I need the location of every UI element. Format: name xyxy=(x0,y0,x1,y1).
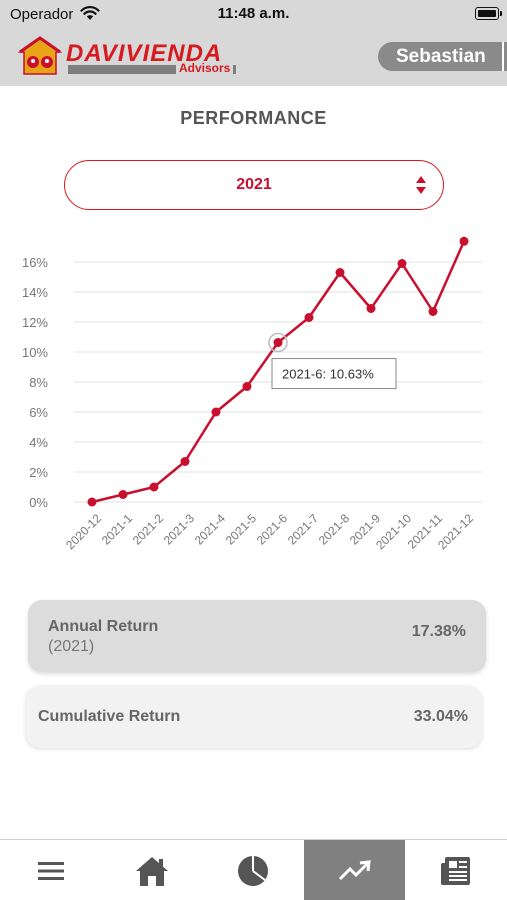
user-profile-button[interactable]: Sebastian xyxy=(378,42,507,71)
house-logo-icon xyxy=(18,36,62,75)
pie-chart-icon xyxy=(237,855,268,886)
tab-performance[interactable] xyxy=(304,840,405,900)
year-selector[interactable]: 2021 xyxy=(64,160,444,210)
tooltip-text: 2021-6: 10.63% xyxy=(282,367,374,382)
data-point xyxy=(397,259,407,268)
data-point xyxy=(335,268,345,277)
home-icon xyxy=(135,856,168,886)
data-point xyxy=(118,490,128,499)
y-tick-label: 6% xyxy=(29,405,48,420)
data-point xyxy=(428,307,438,316)
x-tick-label: 2020-12 xyxy=(63,511,104,552)
y-tick-label: 0% xyxy=(29,495,48,510)
highlight-ring xyxy=(268,332,288,353)
y-tick-label: 12% xyxy=(22,315,48,330)
page-title: PERFORMANCE xyxy=(180,108,327,128)
user-name: Sebastian xyxy=(396,46,486,67)
tab-portfolio[interactable] xyxy=(202,840,303,900)
tab-news[interactable] xyxy=(405,840,506,900)
data-point xyxy=(366,304,376,313)
data-point xyxy=(149,482,159,492)
wifi-icon xyxy=(80,6,100,20)
tooltip-box xyxy=(271,358,397,390)
tab-menu[interactable] xyxy=(0,840,101,900)
x-tick-label: 2021-5 xyxy=(223,511,260,548)
x-tick-label: 2021-3 xyxy=(161,511,198,548)
y-tick-label: 4% xyxy=(29,435,48,450)
data-point xyxy=(180,457,190,466)
rotation-lock-icon xyxy=(468,6,474,20)
carrier-label: Operador xyxy=(10,6,74,23)
trend-icon xyxy=(338,859,371,880)
clock: 11:48 a.m. xyxy=(217,5,290,22)
brand-underline xyxy=(68,65,236,74)
annual-return-card[interactable]: Annual Return (2021) 17.38% xyxy=(28,600,486,672)
data-point xyxy=(304,313,314,322)
menu-icon xyxy=(37,861,64,880)
data-point xyxy=(242,382,252,391)
x-tick-label: 2021-7 xyxy=(285,511,322,548)
x-tick-label: 2021-6 xyxy=(254,511,291,548)
tab-bar xyxy=(0,839,507,900)
news-icon xyxy=(440,856,470,885)
x-tick-label: 2021-8 xyxy=(316,511,353,548)
x-tick-label: 2021-1 xyxy=(99,511,136,548)
status-bar: Operador 11:48 a.m. xyxy=(0,0,507,28)
x-tick-label: 2021-12 xyxy=(435,511,476,552)
data-point xyxy=(211,407,221,417)
annual-return-value: 17.38% xyxy=(411,623,466,640)
cumulative-return-card[interactable]: Cumulative Return 33.04% xyxy=(26,686,482,748)
cumulative-return-label: Cumulative Return xyxy=(38,708,181,725)
performance-chart: 0%2%4%6%8%10%12%14%16%2020-122021-12021-… xyxy=(22,236,482,552)
battery-icon xyxy=(475,7,499,20)
sort-arrows-icon xyxy=(416,176,426,194)
cumulative-return-value: 33.04% xyxy=(413,708,468,725)
annual-return-label: Annual Return xyxy=(48,618,159,635)
y-tick-label: 8% xyxy=(29,375,48,390)
tab-home[interactable] xyxy=(101,840,202,900)
battery-nub xyxy=(500,11,502,16)
annual-return-year: (2021) xyxy=(48,638,95,655)
y-tick-label: 2% xyxy=(29,465,48,480)
x-tick-label: 2021-4 xyxy=(192,511,229,548)
y-tick-label: 16% xyxy=(22,255,48,270)
y-tick-label: 10% xyxy=(22,345,48,360)
y-tick-label: 14% xyxy=(22,285,48,300)
data-point xyxy=(87,497,97,507)
data-point xyxy=(273,338,283,348)
year-selector-value: 2021 xyxy=(236,176,272,193)
x-tick-label: 2021-2 xyxy=(130,511,167,548)
user-pill-edge xyxy=(502,42,504,71)
data-point xyxy=(459,236,469,246)
brand-subtitle: Advisors xyxy=(176,61,234,75)
app-header: DAVIVIENDA Advisors Sebastian xyxy=(0,28,507,86)
